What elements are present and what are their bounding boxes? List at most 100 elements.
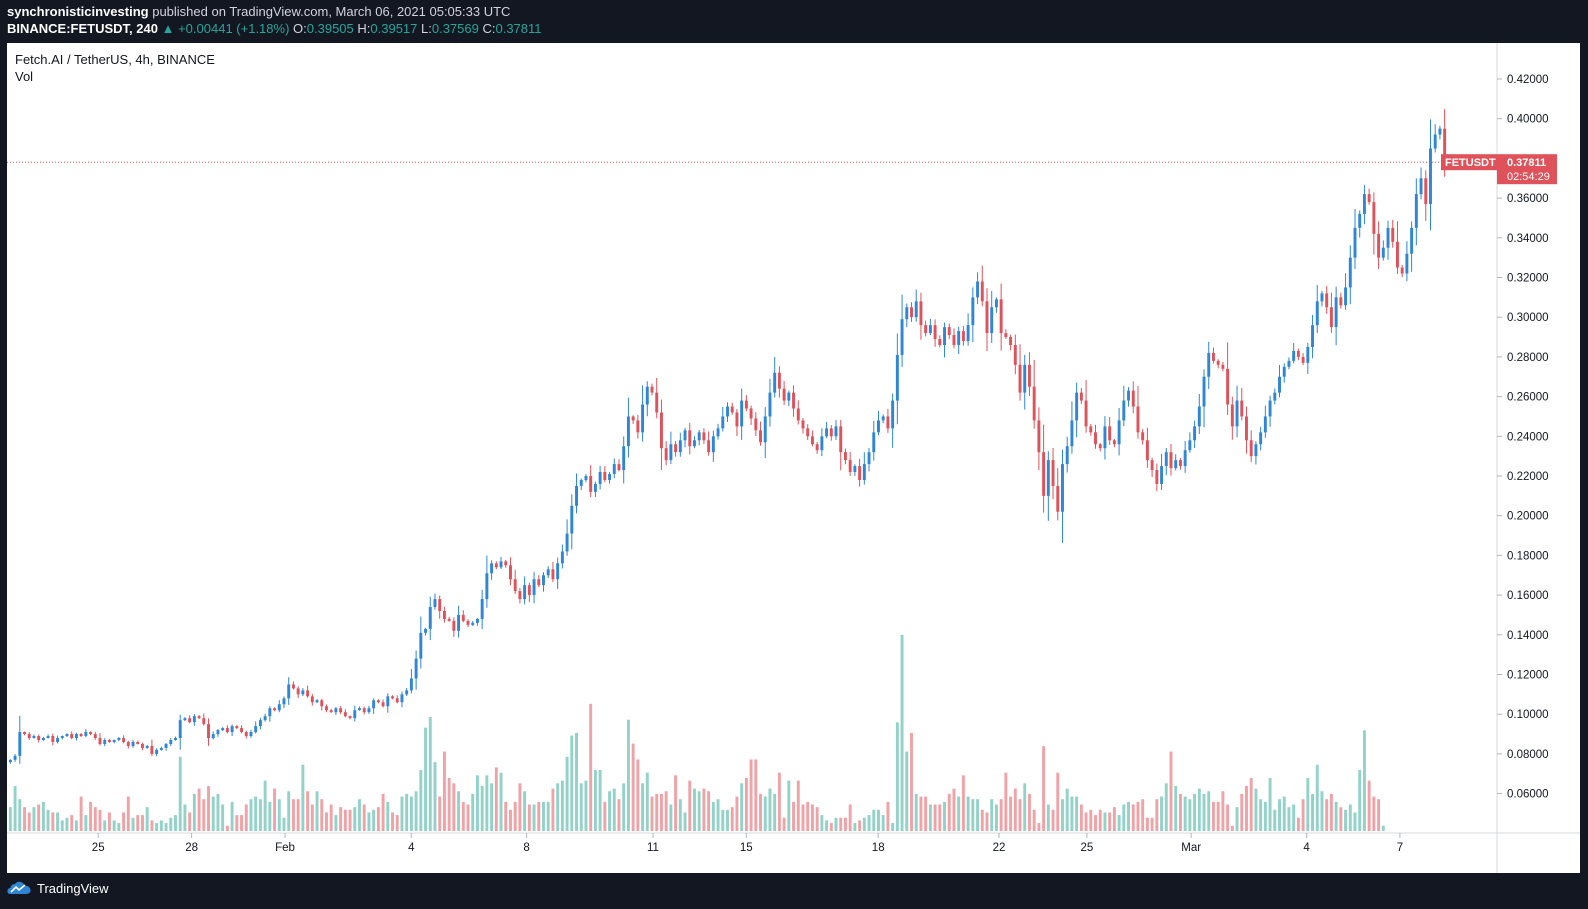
volume-bar	[1136, 801, 1140, 831]
volume-bar	[976, 799, 980, 831]
volume-bar	[395, 815, 399, 831]
candle-body	[244, 732, 248, 737]
volume-bar	[787, 780, 791, 831]
candle-body	[933, 325, 937, 340]
candle-body	[886, 416, 890, 429]
volume-bar	[1306, 778, 1310, 831]
volume-bar	[46, 809, 50, 831]
candle-body	[834, 426, 838, 437]
last-price-tag: FETUSDT 0.37811 02:54:29	[1441, 154, 1557, 185]
volume-bar	[1178, 793, 1182, 831]
candle-body	[192, 716, 196, 723]
candle-body	[13, 755, 17, 760]
candle-body	[372, 700, 376, 709]
volume-bar	[754, 759, 758, 831]
candle-body	[867, 452, 871, 465]
volume-bar	[1381, 825, 1385, 831]
volume-bar	[1169, 751, 1173, 831]
candle-body	[612, 464, 616, 475]
x-tick-label: 22	[993, 842, 1006, 854]
candle-body	[669, 444, 673, 461]
candle-body	[598, 472, 602, 484]
volume-bar	[532, 804, 536, 831]
volume-bar	[131, 817, 135, 831]
candle-body	[1410, 227, 1414, 254]
volume-bar	[1240, 793, 1244, 831]
candle-body	[1306, 346, 1310, 363]
volume-bar	[608, 791, 612, 831]
y-tick-label: 0.14000	[1507, 630, 1549, 642]
footer-brand[interactable]: TradingView	[37, 880, 109, 896]
candle-body	[980, 281, 984, 302]
volume-bar	[89, 801, 93, 831]
candle-body	[79, 734, 83, 737]
candle-body	[900, 319, 904, 355]
volume-bar	[919, 796, 923, 831]
volume-bar	[895, 722, 899, 831]
candle-body	[994, 299, 998, 308]
candles-layer	[8, 109, 1447, 764]
volume-bar	[178, 756, 182, 831]
candle-body	[1023, 364, 1027, 393]
volume-bar	[650, 796, 654, 831]
candle-body	[957, 331, 961, 345]
candle-body	[551, 569, 555, 580]
volume-bar	[1108, 812, 1112, 831]
candle-body	[329, 710, 333, 713]
volume-bar	[1259, 799, 1263, 831]
volume-bar	[683, 812, 687, 831]
price-chart[interactable]: 0.42000 0.40000 0.36000 0.34000 0.32000 0.300…	[7, 43, 1580, 873]
candle-body	[792, 392, 796, 409]
volume-bar	[1216, 801, 1220, 831]
candle-body	[815, 444, 819, 451]
volume-bar	[348, 809, 352, 831]
chart-area[interactable]: 0.42000 0.40000 0.36000 0.34000 0.32000 0.300…	[7, 43, 1580, 873]
x-tick-label: Mar	[1181, 842, 1201, 854]
plot-background	[7, 43, 1497, 873]
candle-body	[1334, 297, 1338, 328]
candle-body	[287, 684, 291, 699]
candle-body	[1009, 337, 1013, 345]
volume-bar	[23, 807, 26, 831]
volume-bar	[98, 809, 102, 831]
volume-bar	[1013, 788, 1017, 831]
publisher-name[interactable]: synchronisticinvesting	[7, 4, 149, 19]
candle-body	[1433, 134, 1437, 149]
series-legend[interactable]: Fetch.AI / TetherUS, 4h, BINANCE	[15, 52, 215, 67]
candle-body	[8, 759, 12, 763]
volume-bar	[688, 780, 692, 831]
volume-bar	[678, 799, 682, 831]
candle-body	[1429, 148, 1432, 205]
candle-body	[41, 738, 45, 741]
candle-body	[542, 575, 545, 586]
volume-bar	[164, 823, 168, 831]
volume-bar	[1372, 796, 1376, 831]
candle-body	[452, 620, 456, 631]
volume-bar	[622, 783, 626, 831]
volume-bar	[461, 801, 465, 831]
volume-bar	[834, 817, 838, 831]
volume-bar	[1174, 785, 1178, 831]
volume-bar	[763, 796, 767, 831]
candle-body	[1065, 446, 1069, 465]
volume-bar	[494, 767, 498, 831]
volume-bar	[542, 801, 545, 831]
close-label: C:	[482, 21, 496, 36]
volume-bar	[910, 732, 913, 831]
volume-bar	[268, 801, 272, 831]
candle-body	[376, 700, 380, 703]
volume-bar	[37, 804, 41, 831]
candle-body	[1391, 227, 1395, 242]
candle-body	[1235, 400, 1239, 427]
candle-body	[1263, 416, 1267, 433]
volume-bar	[56, 812, 60, 831]
volume-bar	[1061, 799, 1064, 831]
candle-body	[1108, 426, 1112, 441]
volume-legend[interactable]: Vol	[15, 69, 34, 84]
volume-bar	[980, 809, 984, 831]
volume-bar	[249, 799, 253, 831]
candle-body	[471, 622, 475, 625]
candle-body	[579, 479, 583, 486]
volume-bar	[1377, 799, 1381, 831]
volume-bar	[1362, 730, 1366, 831]
